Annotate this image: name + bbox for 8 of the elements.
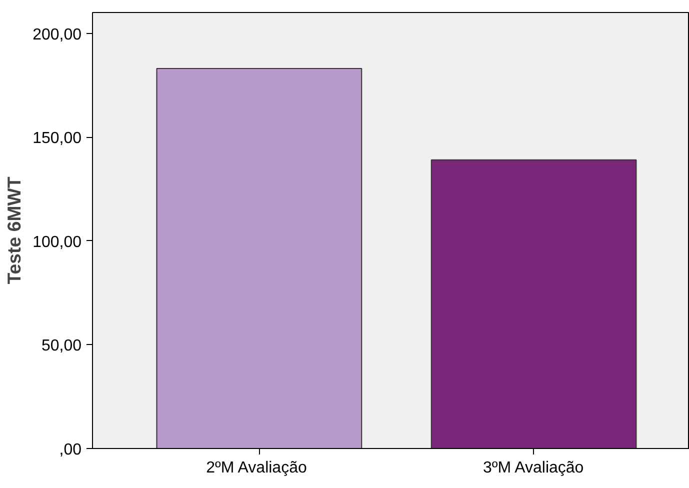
y-tick-label: 100,00: [32, 234, 82, 251]
y-tick-label: ,00: [59, 442, 82, 458]
y-axis-title: Teste 6MWT: [4, 176, 25, 284]
y-tick-label: 200,00: [32, 26, 82, 44]
y-tick-label: 150,00: [32, 130, 82, 148]
x-tick-label: 2ºM Avaliação: [206, 460, 307, 476]
x-tick-label: 3ºM Avaliação: [482, 460, 584, 476]
y-tick-label: 50,00: [41, 338, 82, 355]
